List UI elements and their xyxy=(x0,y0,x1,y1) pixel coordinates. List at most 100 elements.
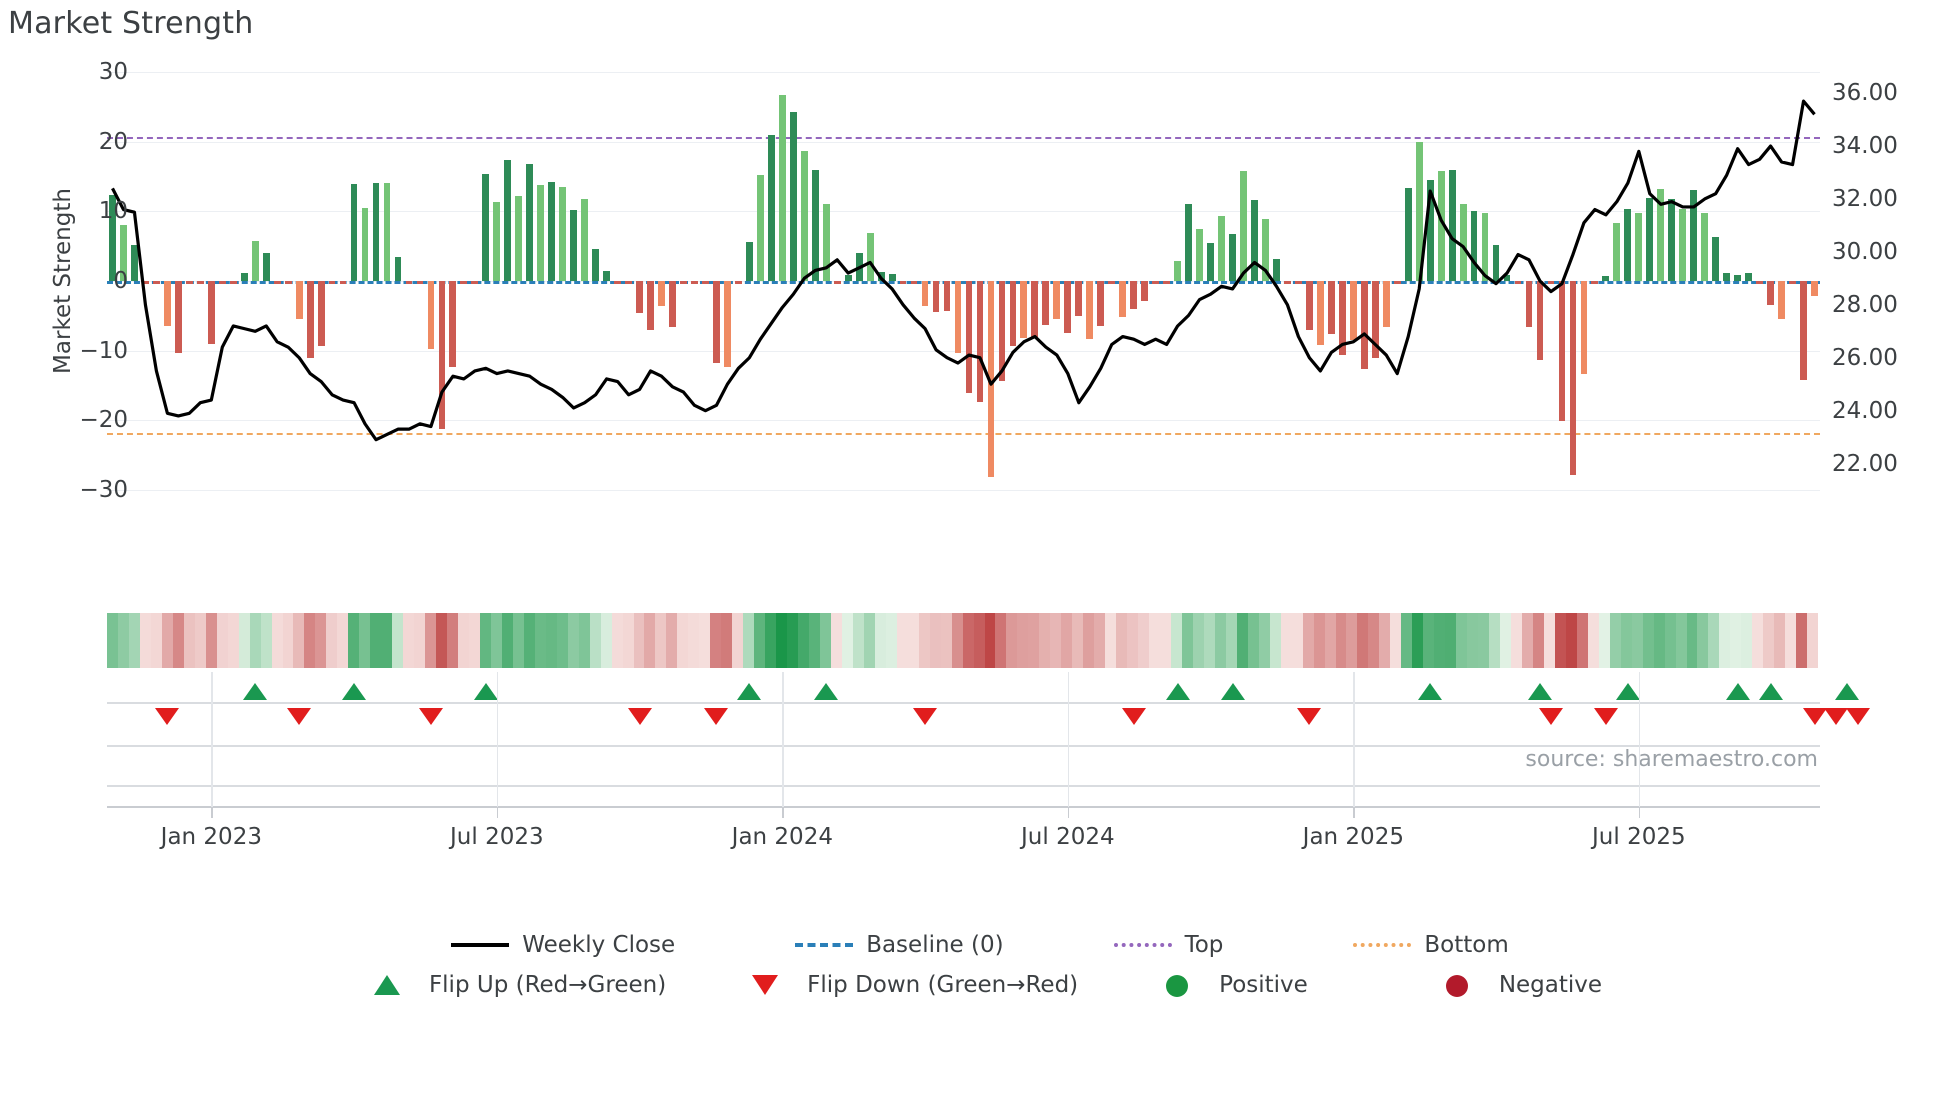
legend-item-flip-down-green-red[interactable]: Flip Down (Green→Red) xyxy=(736,972,1078,998)
x-tick-label: Jul 2025 xyxy=(1592,824,1686,850)
axis-rule-lower xyxy=(107,785,1820,787)
heatmap-cell xyxy=(611,613,623,668)
flip-up-marker xyxy=(1220,683,1245,700)
legend-label: Top xyxy=(1184,932,1224,958)
legend-row-primary: Weekly Close Baseline (0) Top Bottom xyxy=(0,925,1960,965)
heatmap-cell xyxy=(1039,613,1051,668)
bar xyxy=(262,253,270,281)
bar xyxy=(1646,198,1654,281)
heatmap-cell xyxy=(907,613,919,668)
circle-icon xyxy=(1148,974,1206,997)
bar xyxy=(229,281,237,284)
heatmap-cell xyxy=(425,613,437,668)
heatmap-cell xyxy=(1587,613,1599,668)
heatmap-cell xyxy=(918,613,930,668)
bar xyxy=(724,281,731,368)
heatmap-cell xyxy=(545,613,557,668)
heatmap-cell xyxy=(666,613,678,668)
bar xyxy=(1371,281,1379,358)
heatmap-cell xyxy=(1489,613,1501,668)
legend-label: Negative xyxy=(1498,972,1603,998)
bar xyxy=(713,281,720,364)
bar xyxy=(1712,237,1720,281)
bar xyxy=(647,281,654,330)
bar xyxy=(482,174,490,281)
heatmap-cell xyxy=(1390,613,1402,668)
x-tick-mark xyxy=(496,806,499,818)
heatmap-cell xyxy=(1785,613,1797,668)
line-dotted-icon xyxy=(1353,934,1412,956)
bar xyxy=(1591,281,1599,284)
bar xyxy=(570,209,578,281)
legend-label: Flip Up (Red→Green) xyxy=(428,972,667,998)
heatmap-cell xyxy=(216,613,228,668)
legend-item-baseline-0[interactable]: Baseline (0) xyxy=(795,932,1004,958)
heatmap-cell xyxy=(787,613,799,668)
heatmap-cell xyxy=(359,613,371,668)
heatmap-cell xyxy=(1247,613,1259,668)
bar xyxy=(548,182,556,281)
legend-item-weekly-close[interactable]: Weekly Close xyxy=(451,932,675,958)
y-tick-left: −10 xyxy=(79,337,128,364)
legend-item-positive[interactable]: Positive xyxy=(1148,972,1308,998)
heatmap-cell xyxy=(414,613,426,668)
bar xyxy=(1316,281,1324,346)
bar xyxy=(1470,211,1478,281)
bar xyxy=(131,244,138,281)
bar xyxy=(559,186,567,281)
bar xyxy=(240,272,248,281)
heatmap-cell xyxy=(1675,613,1687,668)
legend-item-negative[interactable]: Negative xyxy=(1428,972,1602,998)
heatmap-cell xyxy=(1807,613,1819,668)
bar xyxy=(1624,208,1632,281)
legend-item-bottom[interactable]: Bottom xyxy=(1353,932,1509,958)
heatmap-cell xyxy=(1192,613,1204,668)
y-tick-right: 34.00 xyxy=(1832,133,1898,160)
bar xyxy=(1130,281,1138,309)
bar xyxy=(394,257,402,281)
bar xyxy=(1185,204,1192,281)
bar xyxy=(1108,281,1116,284)
bar xyxy=(493,202,501,281)
bar xyxy=(142,281,149,284)
y-tick-left: 10 xyxy=(98,198,128,225)
heatmap-cell xyxy=(1006,613,1018,668)
bar xyxy=(1778,281,1785,319)
heatmap-cell xyxy=(721,613,733,668)
heatmap-cell xyxy=(1401,613,1413,668)
heatmap-cell xyxy=(819,613,831,668)
heatmap-cell xyxy=(567,613,579,668)
heatmap-cell xyxy=(370,613,382,668)
triangle-down-icon xyxy=(736,974,794,996)
main-plot-area: Market Strength xyxy=(50,72,1820,491)
bar xyxy=(163,281,171,327)
bar xyxy=(877,271,885,281)
heatmap-cell xyxy=(1236,613,1248,668)
legend-item-flip-up-red-green[interactable]: Flip Up (Red→Green) xyxy=(358,972,666,998)
bar xyxy=(1580,281,1588,374)
heatmap-cell xyxy=(984,613,996,668)
heatmap-cell xyxy=(874,613,886,668)
heatmap-cell xyxy=(249,613,261,668)
legend-item-top[interactable]: Top xyxy=(1113,932,1224,958)
strength-heatmap-strip xyxy=(107,613,1820,668)
heatmap-cell xyxy=(1127,613,1139,668)
heatmap-cell xyxy=(337,613,349,668)
heatmap-cell xyxy=(468,613,480,668)
bar xyxy=(1393,281,1401,284)
heatmap-cell xyxy=(1576,613,1588,668)
x-tick-label: Jan 2024 xyxy=(731,824,833,850)
bar xyxy=(1218,215,1225,281)
heatmap-cell xyxy=(1412,613,1424,668)
year-separator xyxy=(1067,745,1070,807)
bar xyxy=(361,207,369,281)
bar xyxy=(218,281,226,284)
heatmap-cell xyxy=(1313,613,1325,668)
heatmap-cell xyxy=(1719,613,1731,668)
flip-down-marker xyxy=(155,708,180,725)
bar xyxy=(350,184,358,281)
heatmap-cell xyxy=(578,613,590,668)
heatmap-cell xyxy=(260,613,272,668)
x-tick-mark xyxy=(1067,806,1070,818)
heatmap-cell xyxy=(1456,613,1468,668)
